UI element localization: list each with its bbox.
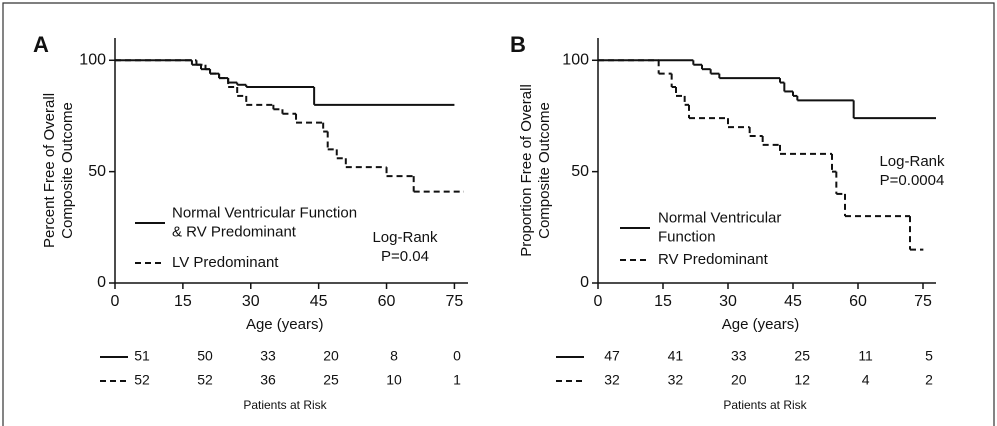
- legend-label: Normal Ventricular Function: [172, 204, 357, 221]
- risk-count: 25: [794, 348, 810, 364]
- risk-count: 32: [668, 372, 684, 388]
- x-tick-label: 75: [446, 293, 464, 310]
- risk-count: 52: [197, 372, 213, 388]
- risk-count: 4: [862, 372, 870, 388]
- risk-count: 32: [604, 372, 620, 388]
- x-axis-label: Age (years): [722, 316, 800, 333]
- x-tick-label: 0: [111, 293, 120, 310]
- risk-count: 25: [323, 372, 339, 388]
- x-axis-label: Age (years): [246, 316, 324, 333]
- x-tick-label: 0: [594, 293, 603, 310]
- y-tick-label: 50: [88, 163, 106, 180]
- risk-title: Patients at Risk: [243, 398, 327, 412]
- risk-count: 51: [134, 348, 150, 364]
- risk-count: 11: [858, 348, 873, 364]
- annotation: P=0.0004: [880, 172, 945, 189]
- legend-label: Function: [658, 228, 716, 245]
- legend-label: RV Predominant: [658, 251, 769, 268]
- risk-count: 20: [731, 372, 747, 388]
- risk-count: 0: [453, 348, 461, 364]
- legend-label: & RV Predominant: [172, 223, 297, 240]
- x-tick-label: 60: [378, 293, 396, 310]
- y-axis-label: Composite Outcome: [59, 102, 76, 239]
- risk-count: 33: [731, 348, 747, 364]
- risk-count: 20: [323, 348, 339, 364]
- annotation: Log-Rank: [879, 153, 945, 170]
- x-tick-label: 30: [242, 293, 260, 310]
- legend-label: Normal Ventricular: [658, 209, 781, 226]
- x-tick-label: 15: [174, 293, 192, 310]
- risk-count: 5: [925, 348, 933, 364]
- risk-count: 2: [925, 372, 933, 388]
- risk-count: 47: [604, 348, 620, 364]
- panel-label: B: [510, 32, 526, 57]
- annotation: Log-Rank: [372, 229, 438, 246]
- y-axis-label: Proportion Free of Overall: [518, 84, 535, 257]
- risk-count: 52: [134, 372, 150, 388]
- panel-label: A: [33, 32, 49, 57]
- risk-count: 33: [260, 348, 276, 364]
- x-tick-label: 15: [654, 293, 672, 310]
- y-tick-label: 100: [562, 51, 589, 68]
- y-axis-label: Percent Free of Overall: [41, 93, 58, 248]
- risk-count: 41: [668, 348, 684, 364]
- y-tick-label: 100: [79, 51, 106, 68]
- x-tick-label: 30: [719, 293, 737, 310]
- risk-count: 1: [453, 372, 461, 388]
- legend-label: LV Predominant: [172, 254, 279, 271]
- x-tick-label: 75: [914, 293, 932, 310]
- risk-title: Patients at Risk: [723, 398, 807, 412]
- risk-count: 8: [390, 348, 398, 364]
- x-tick-label: 45: [784, 293, 802, 310]
- y-tick-label: 0: [580, 274, 589, 291]
- x-tick-label: 45: [310, 293, 328, 310]
- y-tick-label: 50: [571, 163, 589, 180]
- y-axis-label: Composite Outcome: [536, 102, 553, 239]
- risk-count: 12: [794, 372, 810, 388]
- risk-count: 36: [260, 372, 276, 388]
- risk-count: 10: [386, 372, 402, 388]
- risk-count: 50: [197, 348, 213, 364]
- x-tick-label: 60: [849, 293, 867, 310]
- annotation: P=0.04: [381, 248, 429, 265]
- y-tick-label: 0: [97, 274, 106, 291]
